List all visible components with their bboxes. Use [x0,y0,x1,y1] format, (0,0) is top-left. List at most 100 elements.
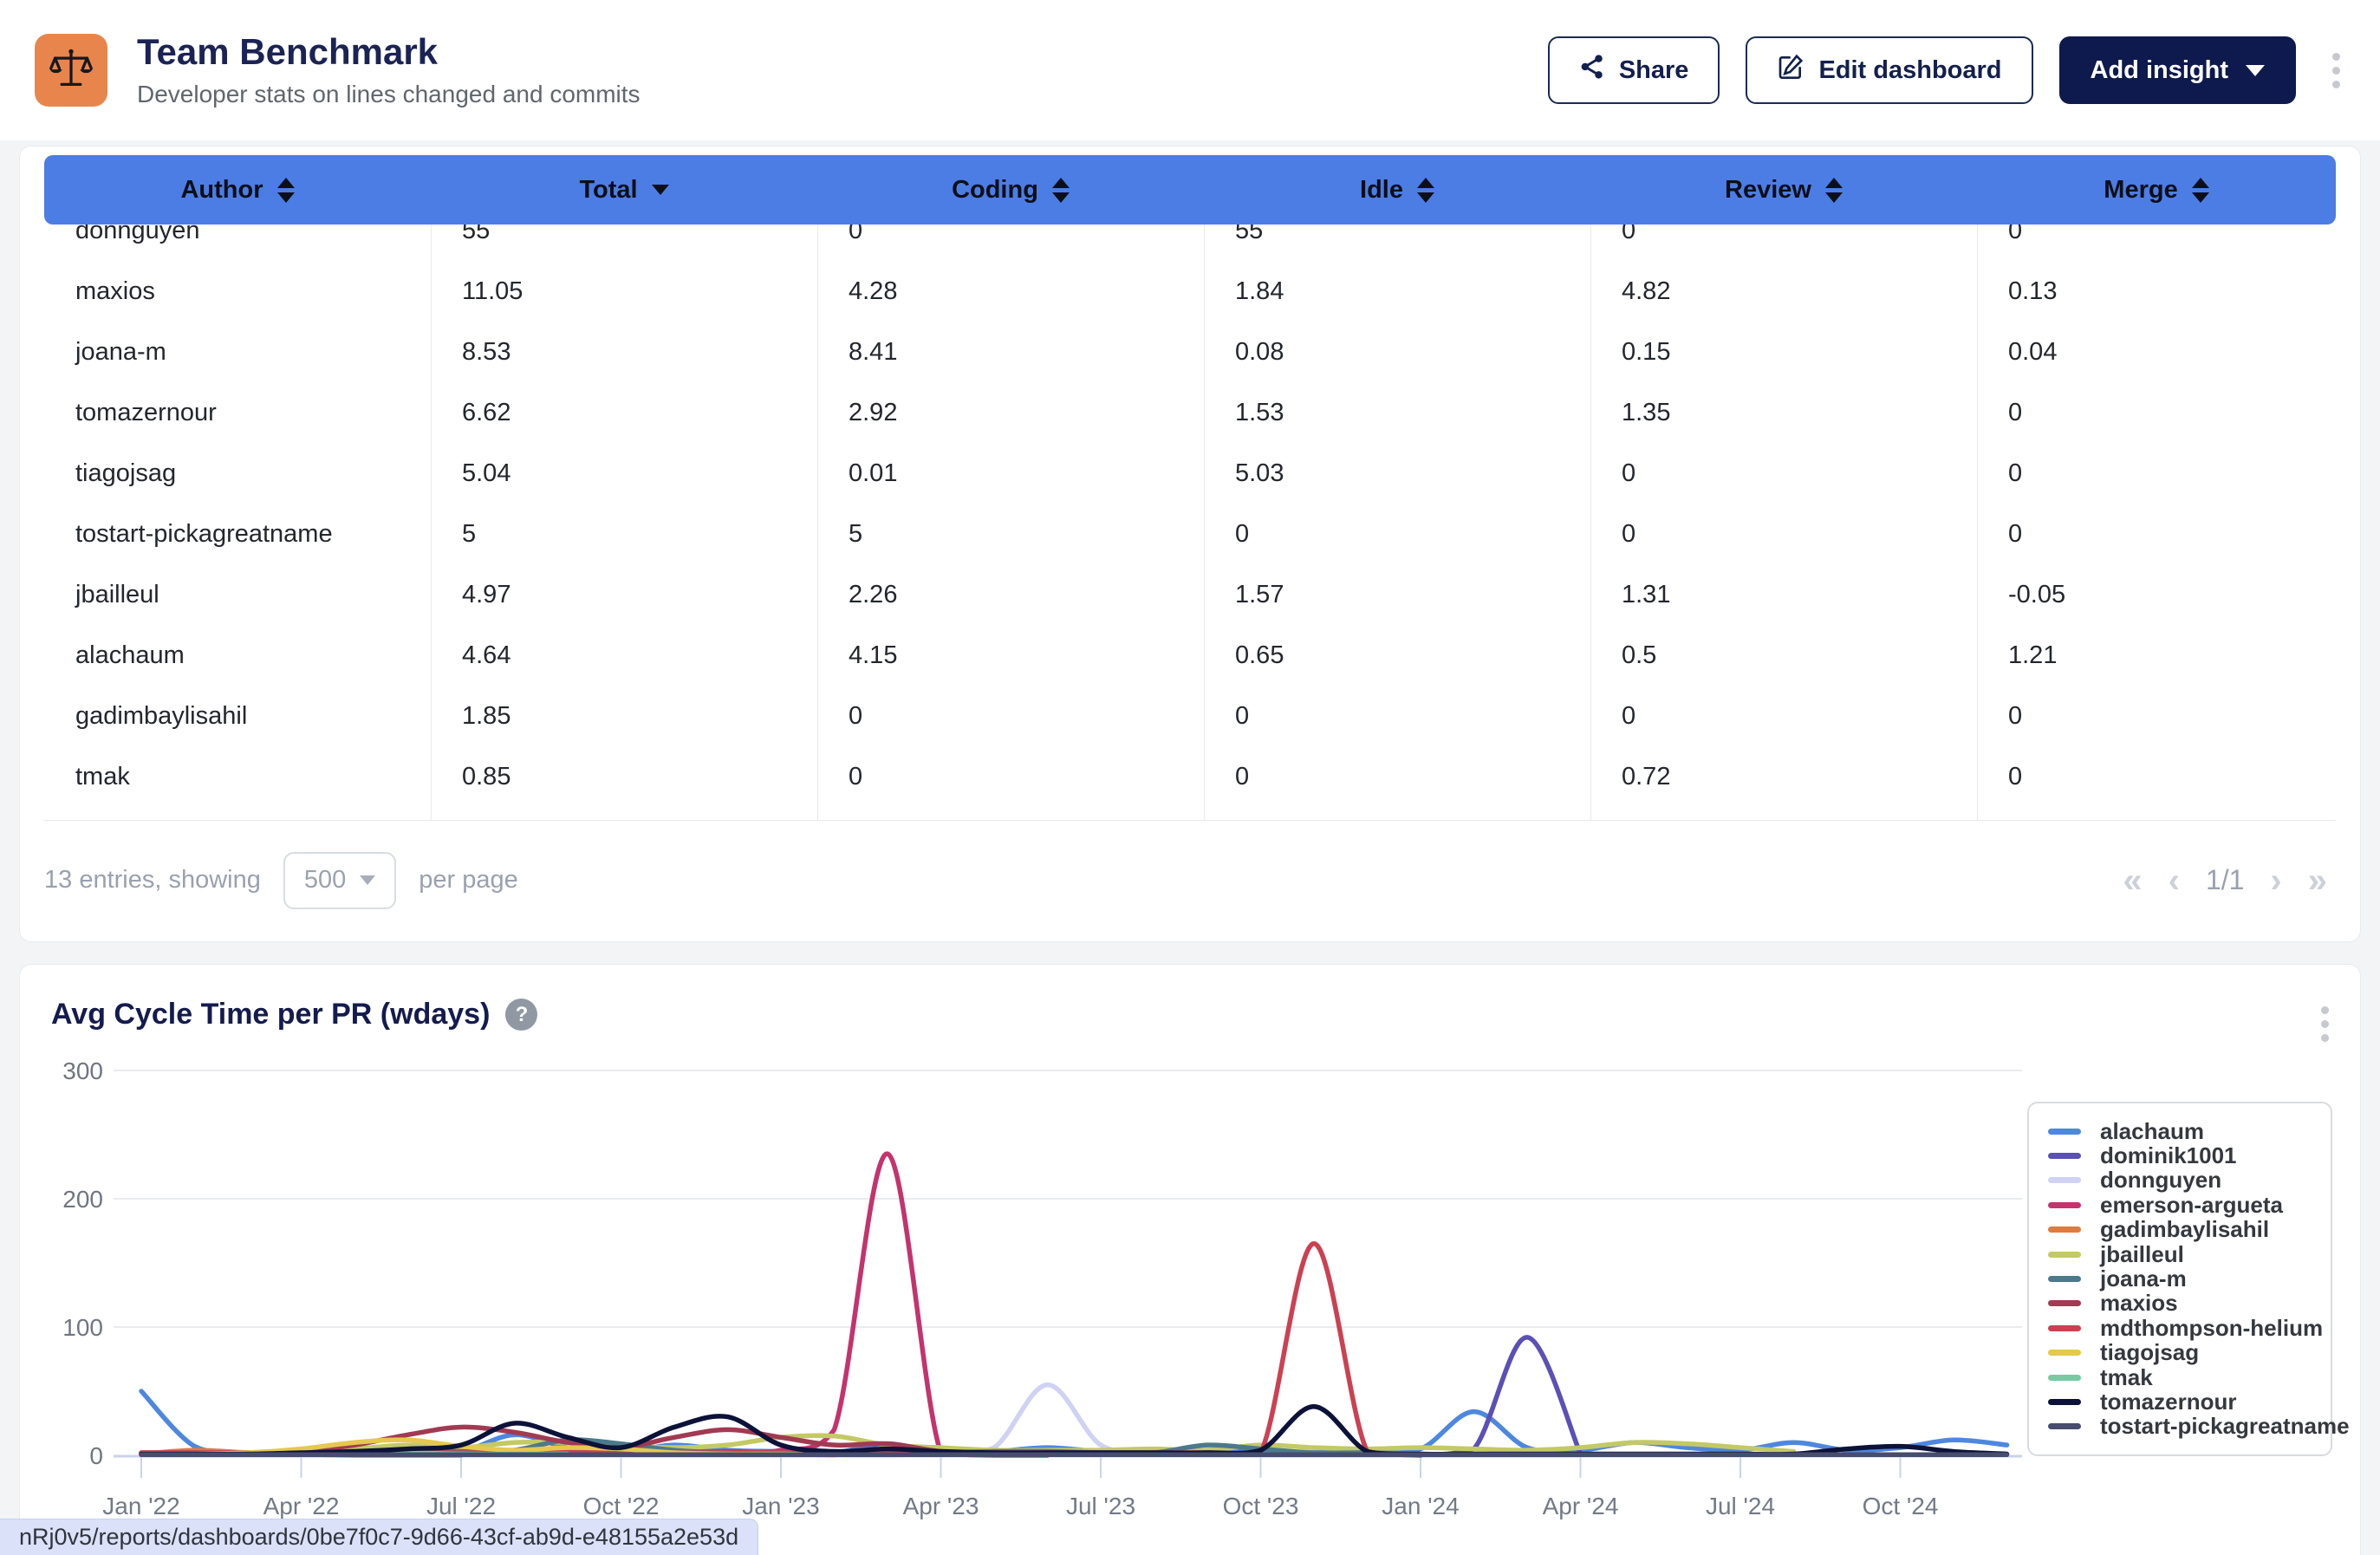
legend-label: maxios [2100,1290,2178,1317]
column-header-coding[interactable]: Coding [817,176,1204,205]
legend-item-tomazernour[interactable]: tomazernour [2048,1389,2312,1414]
svg-text:Jul '24: Jul '24 [1706,1493,1775,1519]
page-subtitle: Developer stats on lines changed and com… [137,81,641,108]
value-cell: 5.03 [1204,443,1590,504]
add-insight-button[interactable]: Add insight [2059,36,2296,104]
value-cell: 0.04 [1977,322,2336,382]
value-cell: 1.35 [1590,382,1977,443]
legend-label: joana-m [2100,1265,2187,1292]
svg-text:Apr '24: Apr '24 [1543,1493,1619,1519]
column-header-idle[interactable]: Idle [1204,176,1590,205]
share-button[interactable]: Share [1548,36,1720,104]
legend-item-jbailleul[interactable]: jbailleul [2048,1242,2312,1266]
column-header-author[interactable]: Author [44,176,431,205]
page-header: Team Benchmark Developer stats on lines … [0,0,2380,140]
table-row: maxios11.054.281.844.820.13 [44,261,2336,322]
column-divider [1977,224,1978,820]
value-cell: 0 [817,224,1204,261]
value-cell: 0.5 [1590,625,1977,686]
legend-label: dominik1001 [2100,1142,2237,1169]
value-cell: 0 [1590,443,1977,504]
column-divider [1204,224,1205,820]
value-cell: 0.15 [1590,322,1977,382]
legend-swatch [2048,1153,2081,1159]
author-cell: tmak [44,746,431,807]
table-row: tiagojsag5.040.015.0300 [44,443,2336,504]
value-cell: 0 [1977,382,2336,443]
value-cell: 0 [1590,504,1977,564]
legend-item-gadimbaylisahil[interactable]: gadimbaylisahil [2048,1218,2312,1242]
column-header-review[interactable]: Review [1590,176,1977,205]
last-page-icon[interactable]: » [2308,863,2327,898]
column-header-merge[interactable]: Merge [1977,176,2336,205]
legend-item-tostart-pickagreatname[interactable]: tostart-pickagreatname [2048,1415,2312,1439]
value-cell: 0 [1977,443,2336,504]
legend-item-tmak[interactable]: tmak [2048,1365,2312,1389]
table-row: tostart-pickagreatname55000 [44,504,2336,564]
prev-page-icon[interactable]: ‹ [2169,863,2180,898]
value-cell: 11.05 [431,261,817,322]
value-cell: 6.62 [431,382,817,443]
column-divider [431,224,432,820]
page-title: Team Benchmark [137,32,641,72]
value-cell: 55 [1204,224,1590,261]
value-cell: 0 [817,686,1204,746]
chevron-down-icon [360,875,375,885]
value-cell: 0 [1590,224,1977,261]
value-cell: 4.97 [431,564,817,625]
legend-item-tiagojsag[interactable]: tiagojsag [2048,1341,2312,1365]
table-row: donnguyen5505500 [44,224,2336,261]
legend-item-donnguyen[interactable]: donnguyen [2048,1168,2312,1193]
legend-item-dominik1001[interactable]: dominik1001 [2048,1143,2312,1168]
legend-item-emerson-argueta[interactable]: emerson-argueta [2048,1193,2312,1217]
edit-dashboard-button-label: Edit dashboard [1818,56,2001,85]
legend-swatch [2048,1325,2081,1331]
page-size-select[interactable]: 500 [283,852,396,909]
value-cell: -0.05 [1977,564,2336,625]
legend-label: mdthompson-helium [2100,1315,2323,1342]
value-cell: 4.64 [431,625,817,686]
column-header-total[interactable]: Total [431,176,817,205]
column-divider [1590,224,1591,820]
author-cell: tostart-pickagreatname [44,504,431,564]
value-cell: 1.57 [1204,564,1590,625]
legend-item-mdthompson-helium[interactable]: mdthompson-helium [2048,1316,2312,1340]
share-button-label: Share [1619,56,1689,85]
legend-swatch [2048,1300,2081,1306]
edit-dashboard-button[interactable]: Edit dashboard [1746,36,2032,104]
sort-icon [1052,178,1070,203]
value-cell: 0 [1977,686,2336,746]
legend-label: emerson-argueta [2100,1192,2283,1219]
pagination: « ‹ 1/1 › » [2123,863,2336,898]
svg-text:Apr '22: Apr '22 [263,1493,340,1519]
next-page-icon[interactable]: › [2270,863,2281,898]
column-header-label: Author [180,176,263,205]
chart-kebab-menu[interactable] [2316,1001,2334,1047]
svg-text:Oct '22: Oct '22 [583,1493,660,1519]
series-line-mdthompson-helium [141,1244,1421,1455]
value-cell: 0 [817,746,1204,807]
legend-item-alachaum[interactable]: alachaum [2048,1119,2312,1143]
legend-swatch [2048,1226,2081,1233]
help-icon[interactable]: ? [505,999,537,1031]
value-cell: 5 [431,504,817,564]
column-header-label: Coding [952,176,1038,205]
value-cell: 0.08 [1204,322,1590,382]
svg-text:0: 0 [89,1442,103,1469]
column-header-label: Review [1725,176,1811,205]
page-indicator: 1/1 [2206,864,2244,896]
header-kebab-menu[interactable] [2327,48,2345,94]
series-line-dominik1001 [1421,1337,1581,1455]
legend-item-maxios[interactable]: maxios [2048,1291,2312,1316]
value-cell: 55 [431,224,817,261]
first-page-icon[interactable]: « [2123,863,2142,898]
table-row: tomazernour6.622.921.531.350 [44,382,2336,443]
legend-item-joana-m[interactable]: joana-m [2048,1266,2312,1291]
dashboard-page: Team Benchmark Developer stats on lines … [0,0,2380,1555]
svg-text:Oct '24: Oct '24 [1863,1493,1939,1519]
legend-swatch [2048,1350,2081,1356]
legend-label: tiagojsag [2100,1339,2199,1366]
legend-label: alachaum [2100,1118,2204,1145]
legend-swatch [2048,1423,2081,1429]
legend-swatch [2048,1276,2081,1282]
